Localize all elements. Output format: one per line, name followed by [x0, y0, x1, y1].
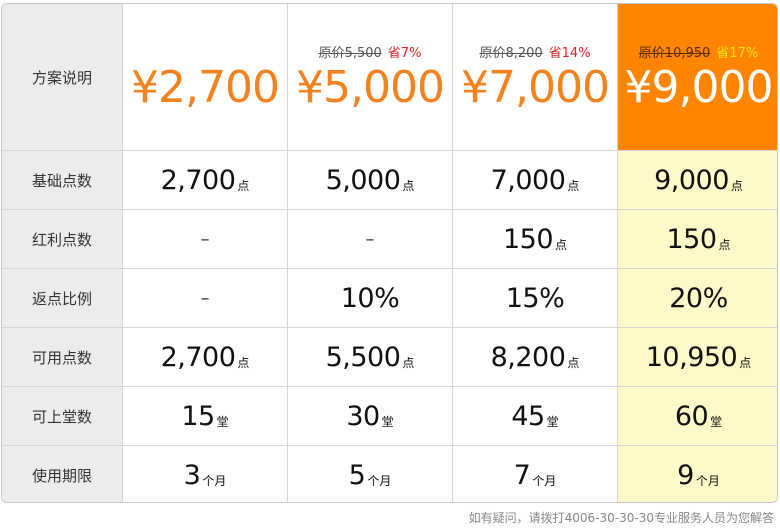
discount-percent: 省17%	[716, 45, 759, 61]
unit: 个月	[367, 474, 392, 488]
row-label-base-points: 基础点数	[2, 151, 123, 210]
value: 10%	[340, 282, 400, 314]
original-price: 原价8,200	[479, 45, 543, 61]
plan-4-usable-points: 10,950 点	[618, 328, 777, 387]
plan-2-usable-points: 5,500 点	[288, 328, 453, 387]
value: 2,700	[160, 164, 236, 196]
unit: 点	[555, 238, 568, 252]
plan-4-base-points: 9,000 点	[618, 151, 777, 210]
plan-header-2[interactable]: 原价5,500 省7% ¥5,000	[288, 4, 453, 151]
value: 5,500	[325, 341, 401, 373]
plan-1-usable-points: 2,700 点	[123, 328, 288, 387]
value: 150	[502, 223, 554, 255]
plan-discount-line: 原价8,200 省14%	[479, 42, 591, 61]
plan-header-3[interactable]: 原价8,200 省14% ¥7,000	[453, 4, 618, 151]
value: 15	[181, 400, 215, 432]
plan-3-duration: 7 个月	[453, 446, 618, 502]
plan-3-usable-points: 8,200 点	[453, 328, 618, 387]
plan-2-duration: 5 个月	[288, 446, 453, 502]
plan-price: ¥5,000	[296, 61, 445, 113]
plan-4-duration: 9 个月	[618, 446, 777, 502]
value: 20%	[669, 282, 728, 314]
unit: 点	[402, 356, 415, 370]
value: 8,200	[490, 341, 566, 373]
plan-4-bonus-points: 150 点	[618, 210, 777, 269]
unit: 个月	[695, 474, 720, 488]
plan-4-lessons: 60 堂	[618, 387, 777, 446]
plan-1-lessons: 15 堂	[123, 387, 288, 446]
unit: 个月	[202, 474, 227, 488]
value: 60	[674, 400, 709, 432]
unit: 点	[567, 356, 580, 370]
row-label-duration: 使用期限	[2, 446, 123, 502]
value: 30	[346, 400, 380, 432]
row-label-usable-points: 可用点数	[2, 328, 123, 387]
unit: 点	[567, 179, 580, 193]
plan-4-rebate: 20%	[618, 269, 777, 328]
unit: 堂	[216, 415, 229, 429]
plan-2-rebate: 10%	[288, 269, 453, 328]
unit: 点	[237, 356, 250, 370]
discount-percent: 省7%	[387, 45, 422, 61]
value: –	[200, 287, 210, 309]
plan-1-bonus-points: –	[123, 210, 288, 269]
plan-header-1[interactable]: ¥2,700	[123, 4, 288, 151]
plan-1-rebate: –	[123, 269, 288, 328]
plan-1-duration: 3 个月	[123, 446, 288, 502]
unit: 点	[237, 179, 250, 193]
plan-discount-line: 原价5,500 省7%	[318, 42, 422, 61]
value: 10,950	[645, 341, 738, 373]
value: 15%	[505, 282, 565, 314]
unit: 点	[739, 356, 752, 370]
value: 45	[511, 400, 545, 432]
value: 3	[183, 459, 201, 491]
plan-3-base-points: 7,000 点	[453, 151, 618, 210]
unit: 个月	[532, 474, 557, 488]
plan-3-lessons: 45 堂	[453, 387, 618, 446]
plan-price: ¥9,000	[624, 61, 774, 113]
value: 7,000	[490, 164, 566, 196]
row-label-rebate: 返点比例	[2, 269, 123, 328]
plan-1-base-points: 2,700 点	[123, 151, 288, 210]
plan-discount-line	[202, 42, 208, 60]
value: 150	[666, 223, 717, 255]
original-price: 原价5,500	[318, 45, 382, 61]
plan-price: ¥2,700	[131, 61, 280, 113]
value: 2,700	[160, 341, 236, 373]
plan-header-4[interactable]: 原价10,950 省17% ¥9,000	[618, 4, 777, 151]
footer-contact-note: 如有疑问，请拨打4006-30-30-30专业服务人员为您解答	[468, 511, 774, 525]
pricing-table: 方案说明 基础点数 红利点数 返点比例 可用点数 可上堂数 使用期限 ¥2,70…	[1, 3, 778, 503]
value: 7	[513, 459, 531, 491]
value: 9	[677, 459, 694, 491]
plan-2-bonus-points: –	[288, 210, 453, 269]
unit: 堂	[546, 415, 559, 429]
unit: 堂	[381, 415, 394, 429]
row-label-lessons: 可上堂数	[2, 387, 123, 446]
unit: 堂	[710, 415, 723, 429]
unit: 点	[402, 179, 415, 193]
row-label-bonus-points: 红利点数	[2, 210, 123, 269]
row-label-plan: 方案说明	[2, 4, 123, 151]
value: –	[365, 228, 375, 250]
unit: 点	[730, 179, 743, 193]
value: –	[200, 228, 210, 250]
discount-percent: 省14%	[548, 45, 591, 61]
unit: 点	[718, 238, 731, 252]
original-price: 原价10,950	[638, 45, 711, 61]
plan-price: ¥7,000	[461, 61, 610, 113]
plan-3-rebate: 15%	[453, 269, 618, 328]
plan-3-bonus-points: 150 点	[453, 210, 618, 269]
plan-discount-line: 原价10,950 省17%	[638, 42, 759, 61]
value: 5,000	[325, 164, 401, 196]
value: 9,000	[654, 164, 729, 196]
plan-2-lessons: 30 堂	[288, 387, 453, 446]
plan-2-base-points: 5,000 点	[288, 151, 453, 210]
value: 5	[348, 459, 366, 491]
